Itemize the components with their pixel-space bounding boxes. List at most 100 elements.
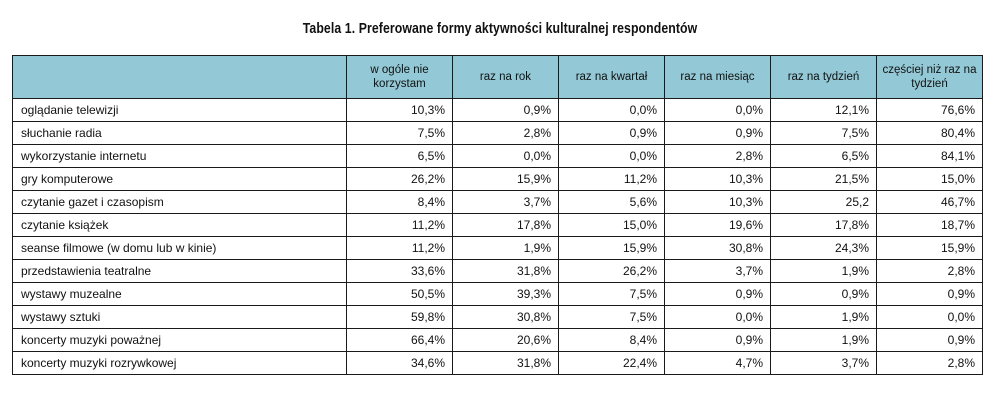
value-cell: 0,9% — [664, 282, 771, 306]
value-cell: 12,1% — [770, 98, 877, 122]
row-label: gry komputerowe — [12, 167, 347, 191]
value-cell: 33,6% — [346, 259, 453, 283]
value-cell: 15,9% — [876, 236, 983, 260]
value-cell: 11,2% — [346, 236, 453, 260]
row-label: słuchanie radia — [12, 121, 347, 145]
value-cell: 0,9% — [770, 282, 877, 306]
header-empty-cell — [12, 55, 347, 99]
value-cell: 11,2% — [558, 167, 665, 191]
value-cell: 2,8% — [876, 351, 983, 375]
value-cell: 4,7% — [664, 351, 771, 375]
row-label: wykorzystanie internetu — [12, 144, 347, 168]
value-cell: 1,9% — [770, 305, 877, 329]
value-cell: 84,1% — [876, 144, 983, 168]
value-cell: 8,4% — [558, 328, 665, 352]
value-cell: 10,3% — [664, 167, 771, 191]
value-cell: 31,8% — [452, 351, 559, 375]
value-cell: 15,0% — [558, 213, 665, 237]
table-row: wystawy muzealne 50,5% 39,3% 7,5% 0,9% 0,9% 0,… — [12, 282, 983, 306]
table-row: koncerty muzyki rozrywkowej 34,6% 31,8% 22,… — [12, 351, 983, 375]
value-cell: 2,8% — [452, 121, 559, 145]
row-label: czytanie książek — [12, 213, 347, 237]
table-row: gry komputerowe 26,2% 15,9% 11,2% 10,3% 21,5%… — [12, 167, 983, 191]
table-row: wystawy sztuki 59,8% 30,8% 7,5% 0,0% 1,9% 0,0% — [12, 305, 983, 329]
column-header: raz na miesiąc — [664, 55, 771, 99]
value-cell: 1,9% — [770, 328, 877, 352]
table-row: wykorzystanie internetu 6,5% 0,0% 0,0% 2,8% 6… — [12, 144, 983, 168]
value-cell: 0,0% — [558, 98, 665, 122]
row-label: oglądanie telewizji — [12, 98, 347, 122]
value-cell: 18,7% — [876, 213, 983, 237]
value-cell: 3,7% — [452, 190, 559, 214]
value-cell: 39,3% — [452, 282, 559, 306]
table-row: oglądanie telewizji 10,3% 0,9% 0,0% 0,0% 12,1… — [12, 98, 983, 122]
value-cell: 0,9% — [452, 98, 559, 122]
value-cell: 0,0% — [876, 305, 983, 329]
value-cell: 1,9% — [452, 236, 559, 260]
value-cell: 26,2% — [346, 167, 453, 191]
table-header: w ogóle nie korzystam raz na rok raz na … — [12, 55, 983, 99]
table-row: czytanie książek 11,2% 17,8% 15,0% 19,6% 17,8… — [12, 213, 983, 237]
value-cell: 26,2% — [558, 259, 665, 283]
value-cell: 3,7% — [664, 259, 771, 283]
value-cell: 76,6% — [876, 98, 983, 122]
value-cell: 2,8% — [664, 144, 771, 168]
value-cell: 31,8% — [452, 259, 559, 283]
value-cell: 22,4% — [558, 351, 665, 375]
table-body: oglądanie telewizji 10,3% 0,9% 0,0% 0,0% 12,1… — [12, 98, 983, 375]
value-cell: 5,6% — [558, 190, 665, 214]
row-label: seanse filmowe (w domu lub w kinie) — [12, 236, 347, 260]
column-header: raz na tydzień — [770, 55, 877, 99]
table-row: koncerty muzyki poważnej 66,4% 20,6% 8,4% 0,… — [12, 328, 983, 352]
value-cell: 0,0% — [664, 98, 771, 122]
value-cell: 15,0% — [876, 167, 983, 191]
value-cell: 0,9% — [664, 328, 771, 352]
value-cell: 7,5% — [346, 121, 453, 145]
value-cell: 0,9% — [876, 328, 983, 352]
value-cell: 34,6% — [346, 351, 453, 375]
column-header: częściej niż raz na tydzień — [876, 55, 983, 99]
value-cell: 0,9% — [558, 121, 665, 145]
value-cell: 0,9% — [876, 282, 983, 306]
value-cell: 80,4% — [876, 121, 983, 145]
row-label: wystawy muzealne — [12, 282, 347, 306]
value-cell: 10,3% — [664, 190, 771, 214]
value-cell: 0,0% — [452, 144, 559, 168]
row-label: koncerty muzyki rozrywkowej — [12, 351, 347, 375]
value-cell: 2,8% — [876, 259, 983, 283]
value-cell: 0,9% — [664, 121, 771, 145]
value-cell: 46,7% — [876, 190, 983, 214]
value-cell: 50,5% — [346, 282, 453, 306]
value-cell: 25,2 — [770, 190, 877, 214]
value-cell: 30,8% — [664, 236, 771, 260]
header-row: w ogóle nie korzystam raz na rok raz na … — [12, 55, 983, 99]
value-cell: 17,8% — [452, 213, 559, 237]
value-cell: 1,9% — [770, 259, 877, 283]
value-cell: 7,5% — [558, 282, 665, 306]
value-cell: 7,5% — [558, 305, 665, 329]
value-cell: 30,8% — [452, 305, 559, 329]
value-cell: 15,9% — [452, 167, 559, 191]
table-caption: Tabela 1. Preferowane formy aktywności k… — [302, 20, 698, 37]
column-header: raz na kwartał — [558, 55, 665, 99]
value-cell: 66,4% — [346, 328, 453, 352]
value-cell: 20,6% — [452, 328, 559, 352]
table-row: czytanie gazet i czasopism 8,4% 3,7% 5,6% 10… — [12, 190, 983, 214]
value-cell: 21,5% — [770, 167, 877, 191]
value-cell: 6,5% — [346, 144, 453, 168]
value-cell: 6,5% — [770, 144, 877, 168]
table-row: seanse filmowe (w domu lub w kinie) 11,2%… — [12, 236, 983, 260]
value-cell: 11,2% — [346, 213, 453, 237]
value-cell: 24,3% — [770, 236, 877, 260]
column-header: w ogóle nie korzystam — [346, 55, 453, 99]
table-row: słuchanie radia 7,5% 2,8% 0,9% 0,9% 7,5% 80,4% — [12, 121, 983, 145]
value-cell: 17,8% — [770, 213, 877, 237]
value-cell: 19,6% — [664, 213, 771, 237]
value-cell: 3,7% — [770, 351, 877, 375]
table-row: przedstawienia teatralne 33,6% 31,8% 26,2% 3… — [12, 259, 983, 283]
value-cell: 8,4% — [346, 190, 453, 214]
value-cell: 7,5% — [770, 121, 877, 145]
activity-table: w ogóle nie korzystam raz na rok raz na … — [12, 55, 983, 375]
value-cell: 0,0% — [664, 305, 771, 329]
value-cell: 59,8% — [346, 305, 453, 329]
